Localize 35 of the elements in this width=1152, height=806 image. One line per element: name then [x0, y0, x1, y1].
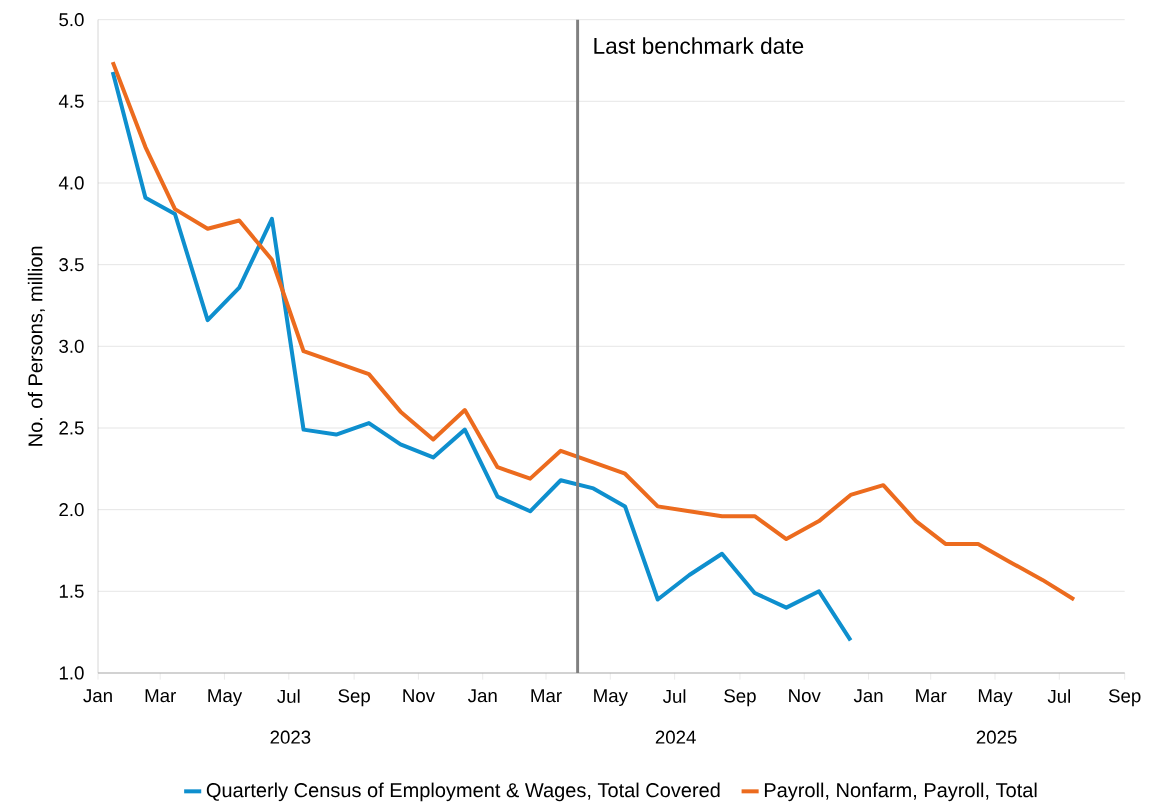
text: 2024 [655, 730, 696, 744]
x-tick-label: Nov [403, 689, 435, 703]
y-tick-label: 3.0 [59, 339, 84, 353]
x-tick-label: May [978, 689, 1013, 706]
y-tick-label: 1.0 [59, 666, 84, 680]
ref-line-label: Last benchmark date [594, 37, 804, 54]
text: 2025 [976, 730, 1017, 744]
x-tick-label: Jan [83, 689, 112, 703]
line-series [110, 60, 1077, 602]
y-tick-label: 4.5 [58, 94, 84, 108]
x-tick-label: Jan [467, 689, 497, 703]
y-tick-label: 4.0 [58, 176, 84, 190]
x-tick-label: Jul [277, 689, 300, 703]
y-tick-label: 3.5 [59, 258, 84, 272]
x-tick-label: Mar [916, 689, 947, 703]
y-tick-label: 5.0 [59, 13, 84, 27]
x-tick-label: Jan [853, 689, 883, 703]
y-axis-title: No. of Persons, million [27, 246, 45, 446]
y-tick-label: 2.5 [59, 421, 84, 435]
x-tick-label: Mar [145, 689, 176, 703]
x-tick-label: May [208, 689, 243, 706]
x-tick-label: Sep [724, 689, 756, 707]
x-tick-label: Sep [1108, 689, 1141, 707]
x-tick-label: Sep [338, 689, 370, 707]
x-tick-label: Jul [1047, 689, 1071, 703]
x-tick-label: Mar [531, 689, 562, 703]
line-series [110, 69, 853, 643]
legend-label: Payroll, Nonfarm, Payroll, Total [764, 782, 1037, 802]
y-tick-label: 2.0 [59, 503, 84, 517]
legend-label: Quarterly Census of Employment & Wages, Total Covered [206, 782, 720, 802]
y-tick-label: 1.5 [59, 584, 84, 598]
x-tick-label: May [594, 689, 628, 706]
x-tick-label: Jul [662, 689, 686, 703]
text: 2023 [270, 730, 311, 744]
x-tick-label: Nov [789, 689, 821, 703]
